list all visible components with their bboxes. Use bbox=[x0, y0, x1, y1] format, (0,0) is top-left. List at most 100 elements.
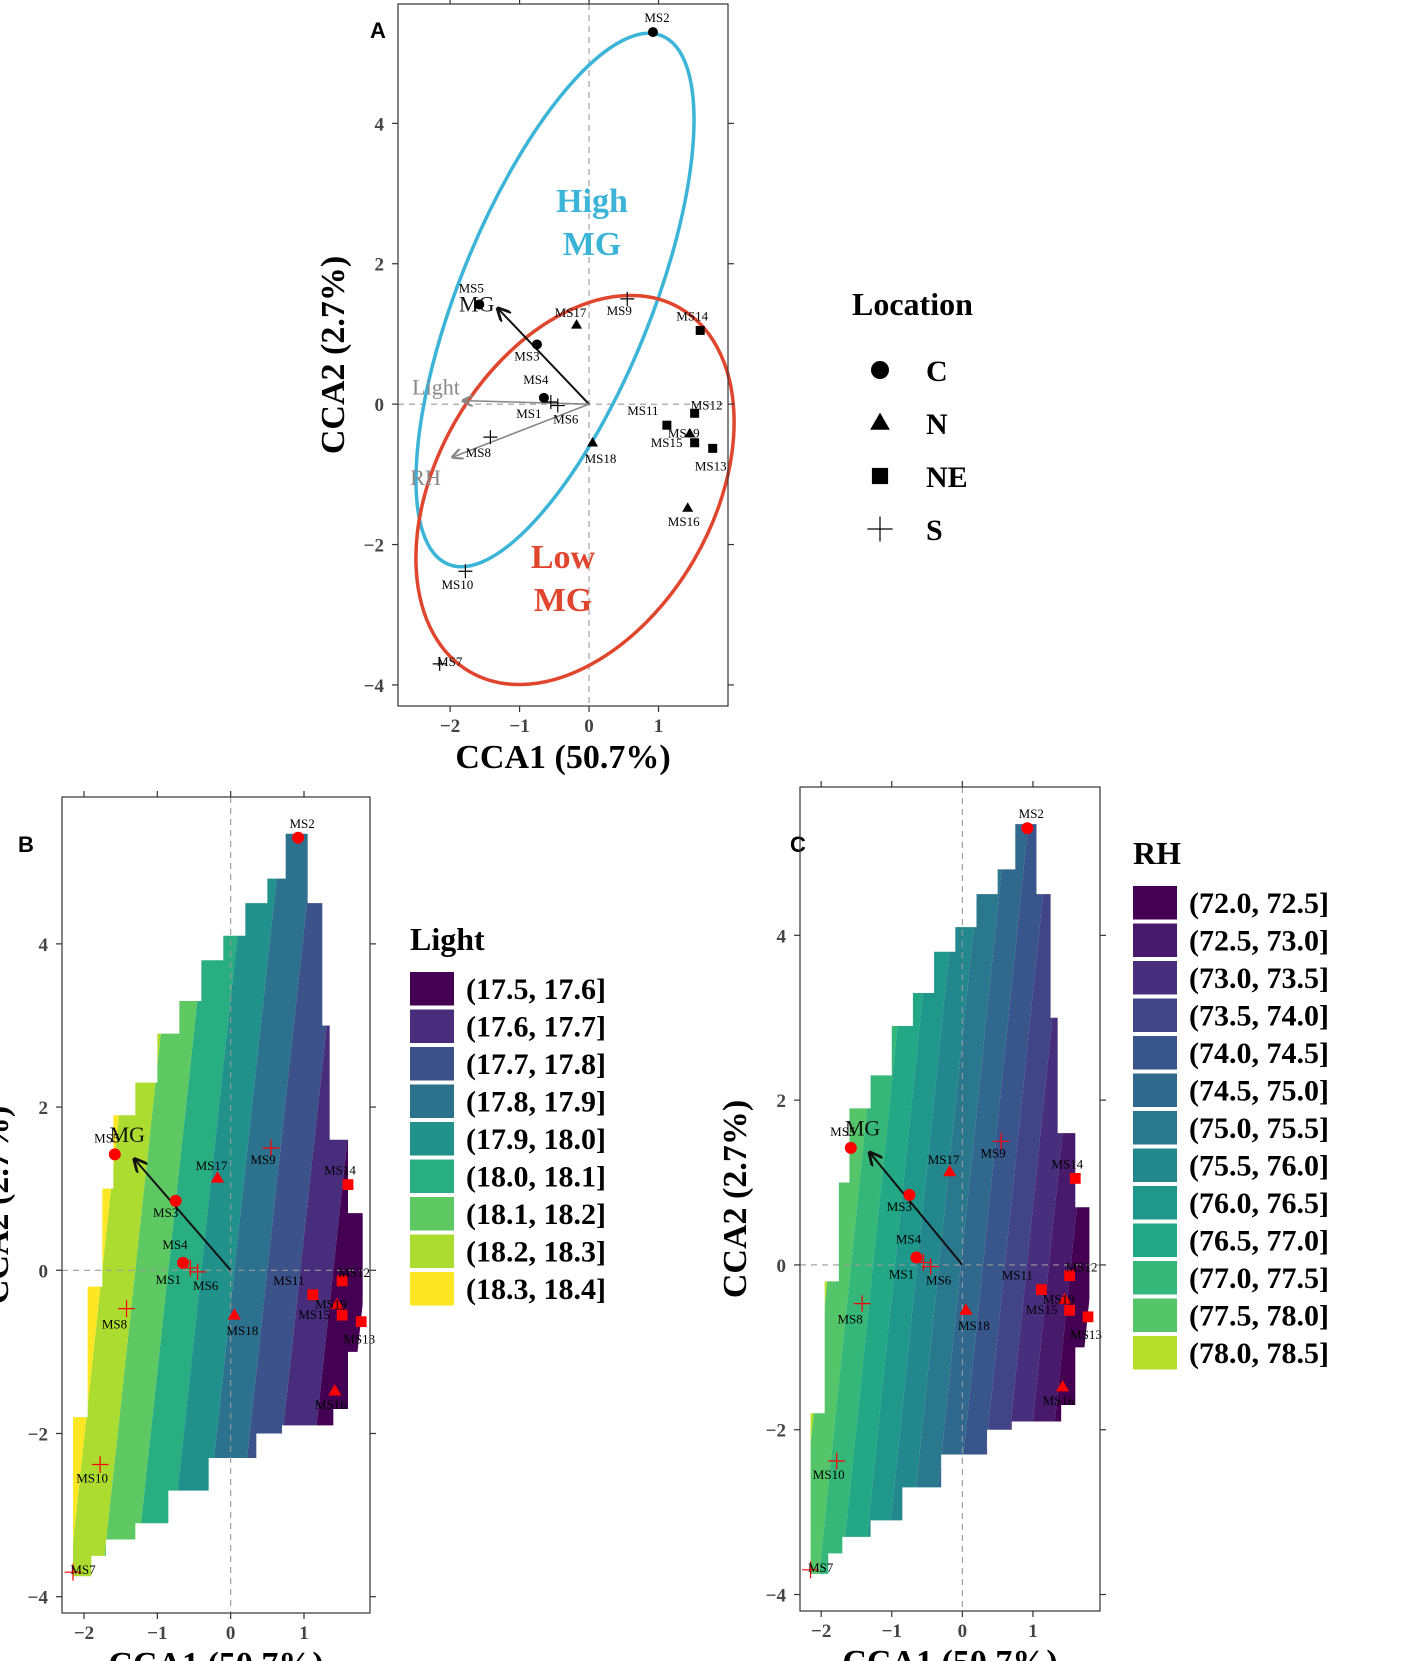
legend-swatch bbox=[410, 1084, 454, 1118]
band-5 bbox=[949, 824, 1053, 1574]
x-tick-label: 0 bbox=[226, 1623, 236, 1644]
point-ms10 bbox=[828, 1452, 846, 1470]
legend-swatch bbox=[1133, 1298, 1177, 1332]
point-label-ms4: MS4 bbox=[162, 1237, 188, 1252]
y-tick-label: −4 bbox=[766, 1586, 787, 1607]
legend-label: (75.0, 75.5] bbox=[1189, 1112, 1329, 1145]
point-label-ms2: MS2 bbox=[289, 816, 314, 831]
y-axis-title: CCA2 (2.7%) bbox=[315, 256, 352, 454]
y-tick-label: 0 bbox=[39, 1261, 49, 1282]
point-label-ms14: MS14 bbox=[676, 308, 708, 323]
point-label-ms2: MS2 bbox=[1019, 806, 1044, 821]
point-ms8 bbox=[483, 430, 498, 445]
y-tick-label: 4 bbox=[39, 935, 49, 956]
biplot-arrow-rh bbox=[454, 403, 590, 457]
legend-title-location: Location bbox=[852, 286, 973, 322]
legend-swatch bbox=[410, 1122, 454, 1156]
point-ms2 bbox=[292, 831, 305, 844]
point-label-ms14: MS14 bbox=[1051, 1156, 1083, 1171]
point-ms5 bbox=[474, 299, 485, 310]
biplot-arrow-mg bbox=[135, 1160, 232, 1271]
legend-swatch bbox=[1133, 886, 1177, 920]
point-ms7 bbox=[802, 1561, 819, 1579]
point-ms14 bbox=[695, 325, 705, 335]
point-label-ms15: MS15 bbox=[651, 435, 683, 450]
y-tick-label: 0 bbox=[777, 1256, 787, 1277]
y-tick-label: 4 bbox=[375, 114, 385, 135]
point-ms15 bbox=[690, 438, 700, 448]
point-ms5 bbox=[844, 1141, 857, 1154]
point-label-ms2: MS2 bbox=[644, 10, 669, 25]
legend-marker-ne bbox=[871, 467, 889, 485]
point-label-ms3: MS3 bbox=[887, 1199, 912, 1214]
ellipse-low-mg bbox=[414, 293, 736, 687]
point-ms17 bbox=[571, 319, 583, 329]
legend-label: (77.0, 77.5] bbox=[1189, 1262, 1329, 1295]
point-ms6 bbox=[922, 1258, 939, 1275]
point-ms4 bbox=[177, 1256, 189, 1269]
point-label-ms14: MS14 bbox=[324, 1163, 356, 1178]
point-label-ms19: MS19 bbox=[1043, 1292, 1075, 1307]
legend-swatch bbox=[1133, 1111, 1177, 1145]
point-label-ms6: MS6 bbox=[926, 1273, 952, 1288]
legend-swatch bbox=[1133, 1261, 1177, 1295]
point-label-ms8: MS8 bbox=[466, 445, 491, 460]
ellipse-label-low: Low bbox=[531, 539, 596, 576]
legend-swatch bbox=[1133, 1036, 1177, 1070]
legend-title: RH bbox=[1133, 835, 1181, 871]
legend-label-ne: NE bbox=[926, 461, 968, 494]
y-tick-label: −2 bbox=[766, 1421, 786, 1442]
point-label-ms18: MS18 bbox=[585, 451, 617, 466]
point-ms9 bbox=[992, 1132, 1010, 1150]
band-7 bbox=[905, 824, 1009, 1574]
legend-swatch bbox=[410, 1234, 454, 1268]
x-tick-label: 1 bbox=[1028, 1621, 1038, 1642]
point-label-ms4: MS4 bbox=[896, 1232, 922, 1247]
point-ms9 bbox=[620, 291, 635, 306]
band-4 bbox=[971, 824, 1075, 1574]
legend-label: (73.0, 73.5] bbox=[1189, 962, 1329, 995]
legend-label: (73.5, 74.0] bbox=[1189, 1000, 1329, 1033]
point-ms12 bbox=[336, 1275, 348, 1287]
point-ms17 bbox=[210, 1171, 225, 1183]
point-label-ms7: MS7 bbox=[70, 1562, 96, 1577]
legend-label-s: S bbox=[926, 514, 943, 547]
point-label-ms5: MS5 bbox=[459, 280, 484, 295]
legend-swatch bbox=[1133, 998, 1177, 1032]
point-label-ms17: MS17 bbox=[928, 1152, 960, 1167]
point-label-ms16: MS16 bbox=[315, 1397, 347, 1412]
point-label-ms9: MS9 bbox=[250, 1152, 275, 1167]
y-tick-label: 2 bbox=[39, 1098, 49, 1119]
biplot-arrow-label-rh: RH bbox=[410, 465, 441, 490]
band-5 bbox=[166, 833, 284, 1577]
x-tick-label: −1 bbox=[509, 716, 529, 737]
legend-label: (17.5, 17.6] bbox=[466, 973, 606, 1006]
legend-label: (74.0, 74.5] bbox=[1189, 1037, 1329, 1070]
legend-label: (17.9, 18.0] bbox=[466, 1123, 606, 1156]
legend-label: (17.8, 17.9] bbox=[466, 1086, 606, 1119]
legend-label: (77.5, 78.0] bbox=[1189, 1300, 1329, 1333]
x-tick-label: 0 bbox=[584, 716, 594, 737]
point-ms7 bbox=[64, 1563, 82, 1581]
point-label-ms12: MS12 bbox=[1066, 1260, 1098, 1275]
legend-label: (78.0, 78.5] bbox=[1189, 1337, 1329, 1370]
panel-letter-b: B bbox=[18, 832, 34, 857]
point-ms14 bbox=[342, 1179, 354, 1190]
biplot-arrow-mg bbox=[871, 1154, 964, 1266]
point-ms12 bbox=[1064, 1270, 1076, 1282]
ellipse-label-low-mg: MG bbox=[534, 582, 593, 619]
legend-label: (75.5, 76.0] bbox=[1189, 1150, 1329, 1183]
biplot-arrow-label-light: Light bbox=[412, 375, 460, 400]
y-axis-title: CCA2 (2.7%) bbox=[0, 1106, 16, 1304]
panel-letter-c: C bbox=[790, 832, 806, 857]
x-tick-label: −1 bbox=[882, 1621, 902, 1642]
point-label-ms12: MS12 bbox=[338, 1265, 370, 1280]
legend-label: (18.0, 18.1] bbox=[466, 1161, 606, 1194]
point-ms19 bbox=[330, 1297, 344, 1310]
legend-swatch bbox=[1133, 1148, 1177, 1182]
point-label-ms17: MS17 bbox=[555, 305, 587, 320]
point-label-ms7: MS7 bbox=[808, 1560, 834, 1575]
point-label-ms9: MS9 bbox=[607, 303, 632, 318]
point-label-ms10: MS10 bbox=[76, 1470, 108, 1485]
